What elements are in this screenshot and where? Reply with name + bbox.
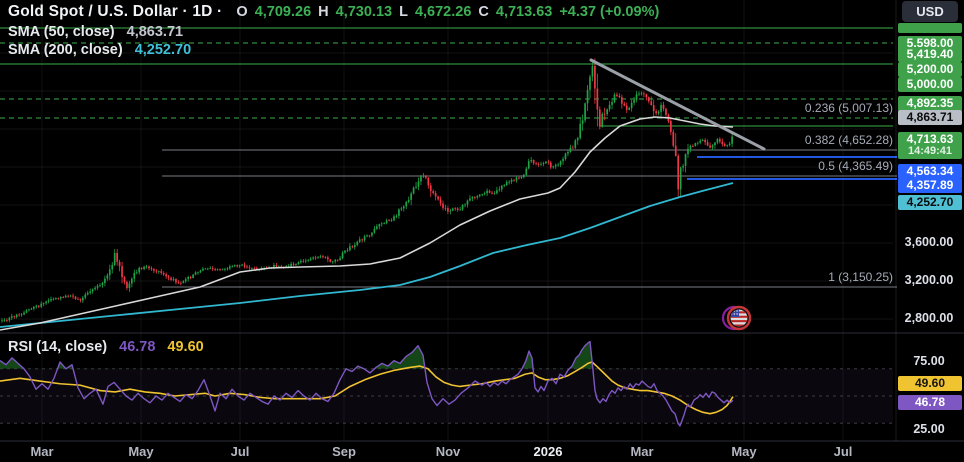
rsi-label: RSI (14, close) <box>8 339 108 355</box>
high-value: 4,730.13 <box>335 4 393 20</box>
indicator-rsi[interactable]: RSI (14, close) 46.78 49.60 <box>8 339 204 355</box>
close-value: 4,713.63 <box>495 4 553 20</box>
candlestick-series <box>1 58 733 323</box>
sma50-label: SMA (50, close) <box>8 23 115 40</box>
symbol-legend: Gold Spot / U.S. Dollar · 1D · O 4,709.26… <box>8 3 659 58</box>
rsi-band-fill <box>0 368 893 424</box>
sma200-line[interactable] <box>0 182 734 328</box>
low-label: L <box>399 4 408 20</box>
change-value: +4.37 (+0.09%) <box>559 4 660 20</box>
rsi-value: 46.78 <box>119 339 156 355</box>
low-value: 4,672.26 <box>414 4 472 20</box>
indicator-sma50[interactable]: SMA (50, close) 4,863.71 <box>8 24 659 40</box>
open-value: 4,709.26 <box>254 4 312 20</box>
rsi-ma-value: 49.60 <box>167 339 204 355</box>
close-label: C <box>478 4 489 20</box>
indicator-sma200[interactable]: SMA (200, close) 4,252.70 <box>8 42 659 58</box>
sma200-label: SMA (200, close) <box>8 42 123 58</box>
currency-toggle-button[interactable]: USD <box>902 1 958 22</box>
us-flag-logo-icon <box>721 305 752 331</box>
high-label: H <box>318 4 329 20</box>
rsi-overbought-fill <box>0 341 733 369</box>
grid-lines <box>0 0 893 441</box>
rsi-line[interactable] <box>0 340 734 427</box>
descending-trendline[interactable] <box>589 58 766 151</box>
sma50-value: 4,863.71 <box>126 23 184 40</box>
ohlc-values: O 4,709.26 H 4,730.13 L 4,672.26 C 4,713.63 … <box>236 4 659 20</box>
symbol-title[interactable]: Gold Spot / U.S. Dollar · 1D · <box>8 3 223 20</box>
sma200-value: 4,252.70 <box>134 42 192 58</box>
sma50-line[interactable] <box>0 116 734 331</box>
open-label: O <box>236 4 248 20</box>
